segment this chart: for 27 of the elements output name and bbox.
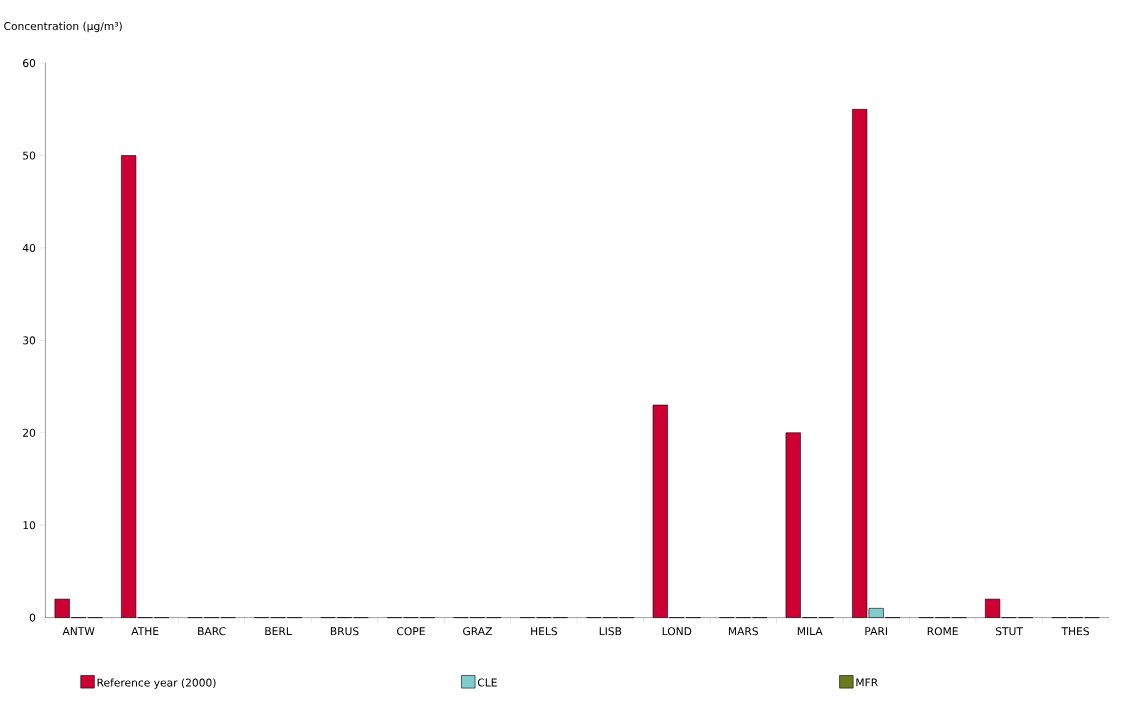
x-tick-label: BRUS [330,627,359,636]
x-tick-label: PARI [865,627,887,635]
legend-label: Reference year (2000) [97,678,216,689]
x-tick-label: STUT [995,627,1023,636]
legend-label: CLE [477,678,497,687]
x-tick-label: LOND [662,627,692,636]
y-tick-label: 60 [23,59,36,68]
y-tick-label: 0 [29,613,36,622]
legend-label: MFR [856,678,878,687]
x-tick-label: BARC [198,627,226,636]
x-tick-label: ATHE [131,627,159,635]
x-tick-label: MARS [728,627,759,636]
y-tick-label: 40 [22,243,36,252]
x-tick-label: LISB [599,627,622,636]
x-tick-label: MILA [797,627,823,635]
y-tick-label: 20 [23,428,36,437]
y-axis-title: Concentration (µg/m³) [4,21,122,33]
y-tick-label: 10 [23,521,36,530]
y-tick-label: 50 [23,151,36,160]
x-tick-label: COPE [397,627,425,636]
x-tick-label: ANTW [62,627,95,635]
y-tick-label: 30 [23,336,36,345]
x-tick-label: GRAZ [463,627,492,636]
x-tick-label: ROME [927,627,958,636]
x-tick-label: THES [1061,627,1089,636]
x-tick-label: HELS [531,627,558,636]
x-tick-label: BERL [265,627,292,635]
